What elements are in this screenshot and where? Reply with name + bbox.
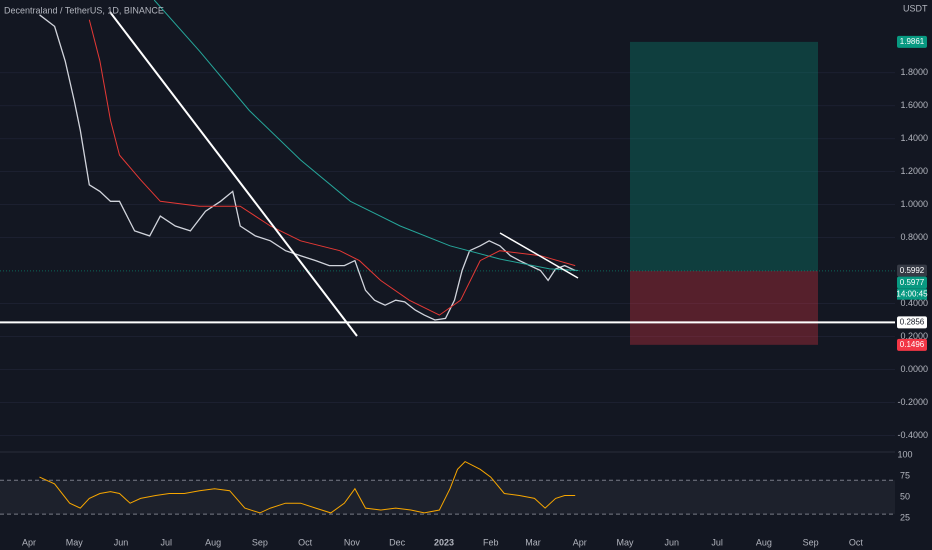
x-tick-label: Jun xyxy=(665,537,680,547)
profit-zone xyxy=(630,41,818,271)
rsi-tick-label: 75 xyxy=(900,470,910,480)
x-tick-label: May xyxy=(617,537,635,547)
rsi-band xyxy=(0,480,895,515)
x-tick-label: Aug xyxy=(756,537,772,547)
rsi-line xyxy=(39,460,576,514)
price-label-box xyxy=(897,316,927,329)
x-tick-label: Feb xyxy=(483,537,499,547)
x-tick-label: 2023 xyxy=(434,537,454,547)
moving-average xyxy=(88,19,576,316)
price-label-box xyxy=(897,338,927,351)
y-tick-label: 0.8000 xyxy=(900,232,928,242)
x-tick-label: Sep xyxy=(803,537,819,547)
x-tick-label: Oct xyxy=(298,537,313,547)
timer-box xyxy=(897,288,927,300)
trend-line xyxy=(109,11,358,337)
price-label: 0.5992 xyxy=(900,266,925,275)
y-tick-label: -0.4000 xyxy=(897,430,928,440)
timer: 14:00:45 xyxy=(896,289,928,298)
x-tick-label: Apr xyxy=(573,537,587,547)
price-label: 0.5977 xyxy=(900,278,925,287)
y-tick-label: 0.0000 xyxy=(900,364,928,374)
price-label: 1.9861 xyxy=(900,37,925,46)
currency: USDT xyxy=(903,3,928,13)
price-label: 0.1496 xyxy=(900,340,925,349)
rsi-tick-label: 50 xyxy=(900,492,910,502)
rsi-tick-label: 25 xyxy=(900,513,910,523)
y-tick-label: 0.2000 xyxy=(900,331,928,341)
x-tick-label: Jun xyxy=(114,537,129,547)
y-tick-label: 1.4000 xyxy=(900,133,928,143)
moving-average xyxy=(153,0,579,271)
y-tick-label: 1.6000 xyxy=(900,100,928,110)
x-tick-label: Jul xyxy=(711,537,723,547)
price-label-box xyxy=(897,276,927,289)
x-tick-label: May xyxy=(66,537,84,547)
rsi-tick-label: 100 xyxy=(897,449,912,459)
y-tick-label: 1.2000 xyxy=(900,166,928,176)
x-tick-label: Dec xyxy=(389,537,406,547)
y-tick-label: 0.4000 xyxy=(900,298,928,308)
price-label: 0.2856 xyxy=(900,318,925,327)
loss-zone xyxy=(630,270,818,345)
y-tick-label: -0.2000 xyxy=(897,397,928,407)
trend-line xyxy=(499,232,579,279)
x-tick-label: Nov xyxy=(344,537,361,547)
x-tick-label: Apr xyxy=(22,537,36,547)
y-tick-label: 1.8000 xyxy=(900,67,928,77)
chart-title: Decentraland / TetherUS, 1D, BINANCE xyxy=(4,5,164,15)
price-label-box xyxy=(897,264,927,277)
x-tick-label: Oct xyxy=(849,537,864,547)
x-tick-label: Mar xyxy=(525,537,541,547)
y-tick-label: 1.0000 xyxy=(900,199,928,209)
x-tick-label: Aug xyxy=(205,537,221,547)
x-tick-label: Jul xyxy=(161,537,173,547)
price-line xyxy=(39,14,576,321)
x-tick-label: Sep xyxy=(252,537,268,547)
price-label-box xyxy=(897,35,927,48)
